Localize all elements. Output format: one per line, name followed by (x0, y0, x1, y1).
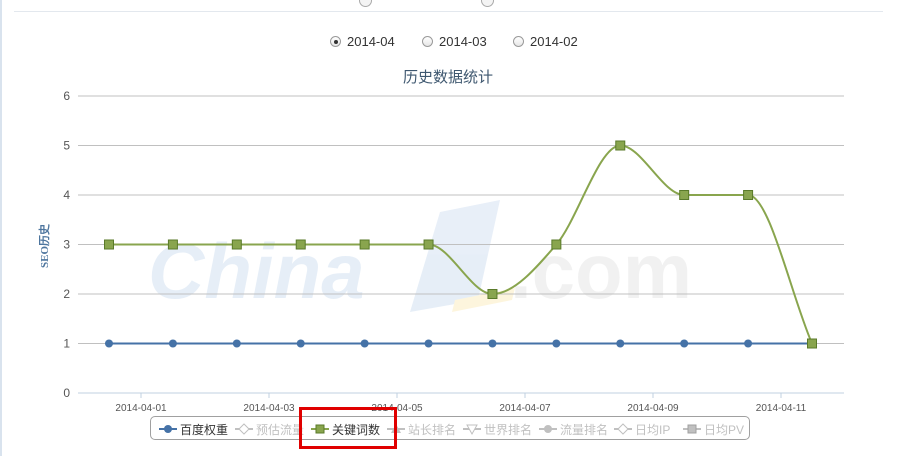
data-point[interactable] (680, 339, 689, 348)
data-point[interactable] (807, 338, 817, 349)
legend-item-4[interactable]: 世界排名 (463, 421, 532, 437)
period-radio-2[interactable]: 2014-02 (513, 34, 578, 49)
y-tick-label: 5 (63, 139, 70, 153)
data-point[interactable] (616, 339, 625, 348)
radio-dot[interactable] (422, 36, 433, 47)
data-point[interactable] (744, 339, 753, 348)
x-tick-label: 2014-04-11 (756, 403, 807, 414)
watermark-dotcom: .com (510, 227, 692, 315)
legend-item-2[interactable]: 关键词数 (311, 421, 380, 437)
legend-marker-icon (614, 422, 635, 436)
data-point[interactable] (359, 239, 370, 250)
period-label: 2014-02 (530, 34, 578, 49)
legend-item-7[interactable]: 日均PV (683, 421, 744, 437)
y-tick-label: 1 (63, 337, 70, 351)
data-point[interactable] (487, 289, 498, 299)
y-tick-label: 0 (63, 386, 70, 400)
legend-label: 关键词数 (332, 422, 381, 437)
legend-label: 流量排名 (560, 422, 609, 437)
page-left-border (0, 0, 2, 456)
legend-label: 预估流量 (256, 422, 305, 437)
legend-label: 站长排名 (408, 422, 457, 437)
watermark-logo: China .com (148, 200, 692, 315)
data-point[interactable] (552, 339, 561, 348)
watermark-z-shape (410, 200, 500, 312)
data-point[interactable] (105, 339, 113, 348)
data-point[interactable] (168, 339, 177, 348)
radio-dot[interactable] (330, 36, 341, 47)
chart-title: 历史数据统计 (403, 69, 493, 86)
x-tick-label: 2014-04-05 (371, 403, 423, 414)
legend-item-3[interactable]: 站长排名 (387, 421, 456, 437)
data-point[interactable] (360, 339, 369, 348)
legend-label: 百度权重 (180, 422, 229, 437)
period-label: 2014-04 (347, 34, 395, 49)
series-0 (105, 339, 816, 348)
data-point[interactable] (488, 339, 497, 348)
data-point[interactable] (231, 239, 242, 250)
legend-marker-icon (235, 422, 256, 436)
legend-marker-icon (539, 422, 560, 436)
legend-label: 世界排名 (484, 422, 533, 437)
period-radio-group: 2014-04 2014-03 2014-02 (0, 34, 897, 52)
legend-item-0[interactable]: 百度权重 (159, 421, 228, 437)
x-tick-label: 2014-04-09 (627, 403, 679, 414)
data-point[interactable] (423, 239, 434, 250)
legend-marker-icon (463, 422, 484, 436)
data-point[interactable] (296, 339, 305, 348)
x-tick-label: 2014-04-01 (115, 403, 167, 414)
data-point[interactable] (424, 339, 433, 348)
y-tick-label: 3 (63, 238, 70, 252)
y-axis-title: SEO历史 (37, 223, 51, 268)
legend-item-5[interactable]: 流量排名 (539, 421, 608, 437)
data-point[interactable] (551, 239, 562, 250)
data-point[interactable] (167, 239, 178, 250)
series-2 (104, 140, 817, 349)
watermark-china: China (148, 227, 365, 315)
chart-legend: 百度权重 预估流量 关键词数 站长排名 世界排名 流量排名 日均IP 日均PV (150, 416, 750, 440)
x-tick-label: 2014-04-07 (499, 403, 551, 414)
legend-marker-icon (311, 422, 332, 436)
legend-marker-icon (683, 422, 704, 436)
legend-item-6[interactable]: 日均IP (614, 421, 670, 437)
top-cropped-controls (14, 0, 883, 12)
period-radio-0[interactable]: 2014-04 (330, 34, 395, 49)
data-point[interactable] (232, 339, 241, 348)
legend-label: 日均PV (704, 422, 745, 437)
y-tick-label: 4 (63, 188, 70, 202)
data-point[interactable] (615, 140, 626, 151)
period-radio-1[interactable]: 2014-03 (422, 34, 487, 49)
radio-dot[interactable] (513, 36, 524, 47)
legend-label: 日均IP (635, 422, 671, 437)
legend-marker-icon (159, 422, 180, 436)
period-label: 2014-03 (439, 34, 487, 49)
data-point[interactable] (743, 190, 754, 200)
data-point[interactable] (679, 190, 690, 200)
highlight-annotation-box (299, 407, 397, 449)
legend-item-1[interactable]: 预估流量 (235, 421, 304, 437)
y-tick-label: 6 (63, 89, 70, 103)
x-tick-label: 2014-04-03 (243, 403, 295, 414)
data-point[interactable] (295, 239, 306, 250)
y-tick-label: 2 (63, 287, 70, 301)
data-point[interactable] (104, 239, 114, 250)
